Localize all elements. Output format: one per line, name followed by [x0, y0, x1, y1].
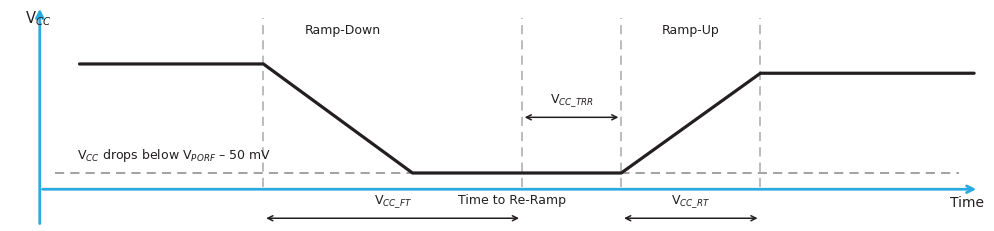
Text: V$_{CC\_TRR}$: V$_{CC\_TRR}$ — [550, 92, 593, 109]
Text: V$_{CC}$: V$_{CC}$ — [25, 9, 52, 28]
Text: V$_{CC\_RT}$: V$_{CC\_RT}$ — [671, 193, 711, 209]
Text: Time to Re-Ramp: Time to Re-Ramp — [458, 193, 566, 206]
Text: V$_{CC\_FT}$: V$_{CC\_FT}$ — [374, 193, 412, 209]
Text: Ramp-Up: Ramp-Up — [662, 24, 720, 36]
Text: Ramp-Down: Ramp-Down — [305, 24, 381, 36]
Text: V$_{CC}$ drops below V$_{PORF}$ – 50 mV: V$_{CC}$ drops below V$_{PORF}$ – 50 mV — [77, 146, 271, 163]
Text: Time: Time — [950, 195, 984, 209]
